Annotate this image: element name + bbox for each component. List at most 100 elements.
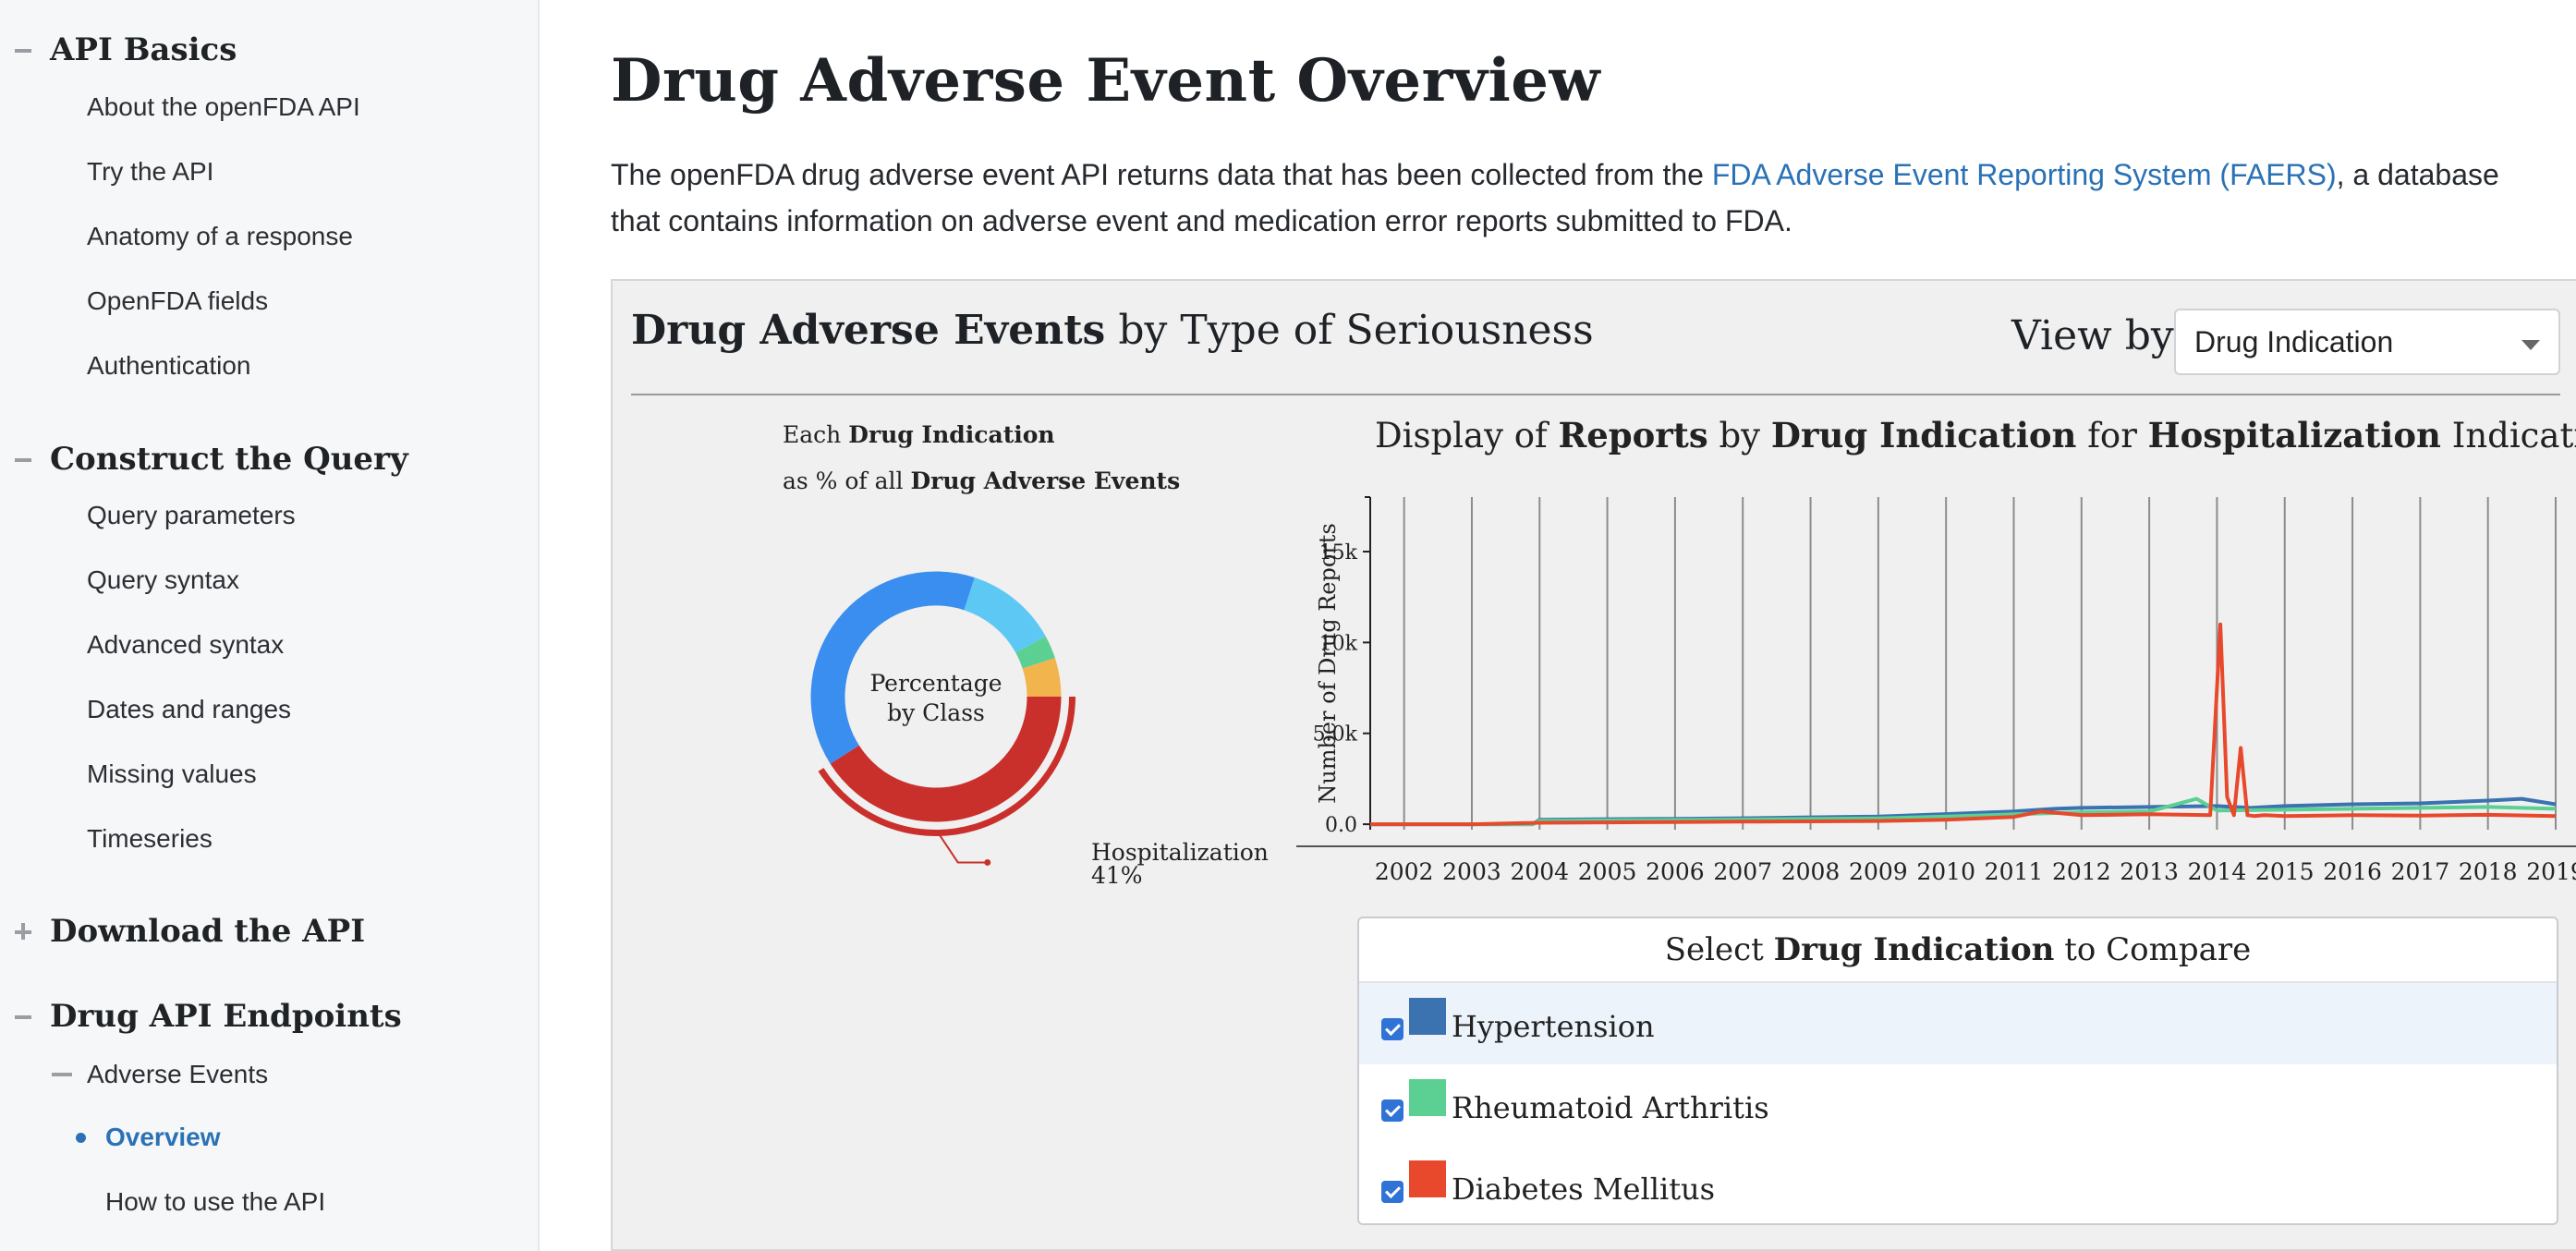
divider [631, 394, 2560, 395]
title-bold: Hospitalization [2147, 415, 2441, 455]
title-text: Display of [1375, 416, 1559, 455]
x-tick-label: 2005 [1578, 858, 1637, 885]
intro-text: The openFDA drug adverse event API retur… [611, 158, 1712, 191]
active-bullet-icon [76, 1133, 86, 1143]
caption-text: as % of all [783, 468, 911, 494]
sidebar-item-timeseries[interactable]: Timeseries [87, 824, 213, 853]
sidebar-item-openfda-fields[interactable]: OpenFDA fields [87, 286, 269, 315]
sidebar-item-anatomy[interactable]: Anatomy of a response [87, 222, 353, 250]
donut-center-label: Percentage [869, 670, 1002, 697]
x-tick-label: 2013 [2120, 858, 2179, 885]
title-text: for [2076, 416, 2148, 455]
chart-panel: Drug Adverse Events by Type of Seriousne… [611, 279, 2576, 1251]
title-text: by [1707, 416, 1771, 455]
title-bold: Reports [1558, 415, 1708, 455]
donut-highlight-arc [818, 696, 1075, 836]
y-tick-label: 15k [1319, 541, 1358, 565]
sidebar-item-overview[interactable]: Overview [105, 1123, 221, 1151]
faers-link[interactable]: FDA Adverse Event Reporting System (FAER… [1711, 158, 2337, 191]
caption-bold: Drug Adverse Events [910, 468, 1181, 494]
sidebar-section-title: API Basics [50, 31, 237, 68]
sidebar-item-query-syntax[interactable]: Query syntax [87, 565, 239, 594]
sidebar-item-try-api[interactable]: Try the API [87, 157, 214, 186]
donut-slice [1015, 636, 1055, 669]
callout-value: 41% [1091, 862, 1143, 889]
callout-label: Hospitalization [1091, 839, 1269, 866]
compare-title: Select Drug Indication to Compare [1359, 918, 2557, 983]
legend-swatch [1409, 1160, 1446, 1197]
sidebar-section-title: Construct the Query [50, 441, 408, 478]
sidebar-section-title: Drug API Endpoints [50, 998, 402, 1035]
sidebar-section-api-basics: API Basics [0, 28, 540, 72]
x-tick-label: 2014 [2188, 858, 2247, 885]
x-tick-label: 2015 [2255, 858, 2315, 885]
compare-option-label: Diabetes Mellitus [1452, 1172, 1716, 1207]
sidebar-item-how-to-use[interactable]: How to use the API [105, 1187, 326, 1216]
sidebar-section-header[interactable]: Construct the Query [0, 437, 540, 481]
sidebar-item-dates-ranges[interactable]: Dates and ranges [87, 695, 292, 723]
collapse-minus-icon[interactable] [13, 449, 33, 469]
checkbox-checked[interactable] [1381, 1018, 1403, 1040]
compare-option-hypertension[interactable]: Hypertension [1359, 983, 2557, 1064]
y-tick-label: 0.0 [1325, 814, 1357, 837]
donut-slice [963, 577, 1046, 654]
line-chart-title: Display of Reports by Drug Indication fo… [1375, 415, 2576, 455]
x-tick-label: 2007 [1713, 858, 1772, 885]
caption-text: Each [783, 421, 849, 448]
y-axis-label: Number of Drug Reports [1315, 523, 1341, 804]
sidebar-item-query-parameters[interactable]: Query parameters [87, 501, 296, 529]
compare-title-text: Select [1664, 931, 1774, 968]
checkbox-checked[interactable] [1381, 1181, 1403, 1203]
sidebar: API Basics About the openFDA API Try the… [0, 0, 540, 1251]
x-tick-label: 2017 [2391, 858, 2450, 885]
sidebar-item-authentication[interactable]: Authentication [87, 351, 251, 380]
callout-dot [984, 858, 991, 866]
sidebar-item-about[interactable]: About the openFDA API [87, 92, 360, 121]
donut-center-label: by Class [887, 699, 985, 726]
title-bold: Drug Indication [1770, 415, 2077, 455]
sidebar-item-missing-values[interactable]: Missing values [87, 759, 257, 788]
legend-swatch [1409, 998, 1446, 1035]
view-by-label: View by: [2011, 312, 2188, 359]
compare-box: Select Drug Indication to Compare Hypert… [1357, 917, 2558, 1225]
line-chart: 0.0 5.0k 10k 15k 2002 2003 2004 2005 2006 2007 200… [1296, 496, 2576, 885]
sidebar-section-download: Download the API [0, 909, 540, 953]
x-tick-label: 2018 [2459, 858, 2518, 885]
sidebar-item-adverse-events[interactable]: Adverse Events [87, 1060, 269, 1088]
intro-text: , a database that contains information o… [611, 158, 2499, 237]
panel-title-bold: Drug Adverse Events [631, 307, 1106, 354]
donut-slice [1022, 658, 1062, 698]
view-by-dropdown[interactable]: Drug Indication [2174, 309, 2560, 375]
y-tick-label: 10k [1319, 632, 1358, 655]
sidebar-section-header[interactable]: API Basics [0, 28, 540, 72]
page-title: Drug Adverse Event Overview [611, 46, 1601, 115]
x-tick-label: 2010 [1916, 858, 1975, 885]
x-tick-label: 2008 [1781, 858, 1841, 885]
panel-title-rest: by Type of Seriousness [1105, 307, 1594, 354]
callout-line [938, 833, 988, 864]
x-tick-label: 2009 [1849, 858, 1908, 885]
x-tick-label: 2002 [1375, 858, 1434, 885]
collapse-minus-icon[interactable] [13, 40, 33, 60]
collapse-minus-icon[interactable] [13, 1006, 33, 1026]
chevron-down-icon [2521, 340, 2540, 350]
x-tick-label: 2019 [2526, 858, 2576, 885]
collapse-minus-icon[interactable] [52, 1073, 72, 1076]
compare-option-rheumatoid-arthritis[interactable]: Rheumatoid Arthritis [1359, 1064, 2557, 1146]
sidebar-item-advanced-syntax[interactable]: Advanced syntax [87, 630, 285, 659]
checkbox-checked[interactable] [1381, 1099, 1403, 1122]
expand-plus-icon[interactable] [13, 921, 33, 941]
title-text: Indication [2451, 416, 2576, 455]
x-tick-label: 2006 [1646, 858, 1705, 885]
compare-title-bold: Drug Indication [1773, 931, 2055, 968]
compare-option-label: Rheumatoid Arthritis [1452, 1090, 1769, 1125]
caption-bold: Drug Indication [848, 421, 1055, 448]
x-tick-label: 2012 [2052, 858, 2111, 885]
sidebar-section-header[interactable]: Download the API [0, 909, 540, 953]
compare-option-diabetes-mellitus[interactable]: Diabetes Mellitus [1359, 1146, 2557, 1227]
compare-title-text: to Compare [2054, 931, 2252, 968]
donut-caption-line2: as % of all Drug Adverse Events [783, 468, 1180, 494]
series-line [1370, 622, 2557, 827]
sidebar-section-header[interactable]: Drug API Endpoints [0, 994, 540, 1038]
